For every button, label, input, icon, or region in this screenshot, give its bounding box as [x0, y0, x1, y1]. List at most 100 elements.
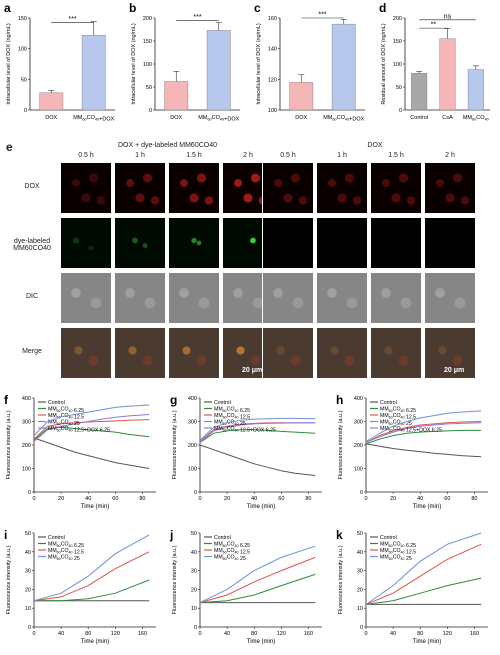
x-category-label: CsA: [442, 115, 453, 121]
legend-label: MM60CO40 12.5+DOX 6.25: [380, 426, 442, 433]
panel-letter-h: h: [336, 393, 343, 407]
micrograph-dye: [60, 217, 112, 269]
y-tick-label: 200: [143, 16, 152, 22]
legend-label: MM60CO40 6.25: [380, 542, 416, 549]
micrograph-dye: [316, 217, 368, 269]
micrograph-dox: [424, 162, 476, 214]
y-tick-label: 400: [188, 396, 197, 402]
y-tick-label: 160: [268, 16, 277, 22]
x-category-label: Control: [410, 115, 428, 121]
y-tick-label: 20: [25, 587, 31, 593]
panel-letter-i: i: [4, 528, 7, 542]
series-line: [33, 404, 150, 436]
x-category-label: DOX: [295, 115, 307, 121]
y-tick-label: 0: [360, 625, 363, 631]
x-tick-label: 80: [139, 496, 145, 502]
bar-panel-d: d Residual amount of DOX (ng/mL) 0 50 100 150…: [379, 1, 490, 121]
y-tick-label: 100: [393, 62, 402, 68]
y-tick-label: 50: [21, 77, 27, 83]
x-tick-label: 40: [417, 496, 423, 502]
series-line: [365, 543, 482, 605]
micrograph-dic: [424, 272, 476, 324]
x-tick-label: 0: [364, 631, 367, 637]
y-axis-label: Residual amount of DOX (ng/mL): [381, 23, 387, 104]
line-charts-bottom: i Fluorescence intensity (a.u.) 0 10 20 30 40 5…: [4, 528, 488, 645]
micrograph-merge: [424, 327, 476, 379]
micrograph-dic: [316, 272, 368, 324]
micrograph-dic: [114, 272, 166, 324]
y-tick-label: 10: [25, 606, 31, 612]
y-tick-label: 0: [149, 108, 152, 114]
y-tick-label: 30: [357, 569, 363, 575]
x-tick-label: 20: [58, 496, 64, 502]
panel-letter-c: c: [254, 1, 261, 15]
legend-label: Control: [380, 400, 397, 406]
y-tick-label: 300: [354, 420, 363, 426]
x-tick-label: 0: [198, 631, 201, 637]
x-tick-label: 40: [58, 631, 64, 637]
legend-label: MM60CO40 12.5+DOX 6.25: [214, 426, 276, 433]
micrograph-merge: [114, 327, 166, 379]
x-tick-label: 20: [390, 496, 396, 502]
legend-label: Control: [380, 535, 397, 541]
y-tick-label: 0: [360, 490, 363, 496]
series-line: [199, 556, 316, 604]
time-label: 1.5 h: [388, 152, 404, 159]
panel-letter-f: f: [4, 393, 9, 407]
y-tick-label: 100: [268, 108, 277, 114]
y-tick-label: 0: [399, 108, 402, 114]
time-label: 1.5 h: [186, 152, 202, 159]
x-tick-label: 160: [470, 631, 479, 637]
series-line: [199, 545, 316, 604]
bar-1: [439, 38, 456, 111]
bar-0: [164, 81, 189, 111]
bar-panel-c: c Intracellular level of DOX (ng/mL) 100 12…: [254, 1, 365, 122]
micrograph-dic: [168, 272, 220, 324]
micrograph-merge: [168, 327, 220, 379]
series-line: [365, 532, 482, 605]
legend-label: MM60CO40 12.5: [48, 548, 84, 555]
series-line: [33, 437, 150, 469]
series-line: [199, 429, 316, 444]
x-tick-label: 80: [251, 631, 257, 637]
legend-label: Control: [48, 400, 65, 406]
x-category-label: MM60CO40: [463, 115, 489, 121]
y-tick-label: 120: [268, 77, 277, 83]
x-tick-label: 20: [224, 496, 230, 502]
bar-panel-a: a Intracellular level of DOX (ng/mL) 0 50 10…: [4, 1, 115, 122]
panel-letter-j: j: [169, 528, 173, 542]
y-tick-label: 100: [354, 467, 363, 473]
bar-0: [411, 72, 428, 111]
series-line: [34, 579, 150, 602]
series-line: [365, 410, 482, 442]
micrograph-dic: [60, 272, 112, 324]
panel-letter-b: b: [129, 1, 136, 15]
legend-label: Control: [48, 535, 65, 541]
time-label: 0.5 h: [280, 152, 296, 159]
y-tick-label: 30: [191, 569, 197, 575]
bar-panel-b: b Intracellular level of DOX (ng/mL) 0 50 10…: [129, 1, 240, 122]
x-tick-label: 40: [251, 496, 257, 502]
series-line: [33, 414, 150, 442]
legend-label: MM60CO40 25: [48, 555, 80, 562]
y-axis-label: Intracellular level of DOX (ng/mL): [131, 23, 137, 104]
x-tick-label: 80: [417, 631, 423, 637]
y-tick-label: 150: [18, 16, 27, 22]
y-tick-label: 50: [357, 531, 363, 537]
line-panel-i: i Fluorescence intensity (a.u.) 0 10 20 30 40 5…: [4, 528, 156, 645]
y-tick-label: 140: [268, 47, 277, 53]
x-tick-label: 40: [224, 631, 230, 637]
series-line: [199, 422, 316, 443]
x-tick-label: 120: [443, 631, 452, 637]
y-tick-label: 200: [393, 16, 402, 22]
micrograph-dye: [370, 217, 422, 269]
y-tick-label: 50: [25, 531, 31, 537]
group-label-right: DOX: [367, 142, 383, 149]
y-tick-label: 0: [24, 108, 27, 114]
y-tick-label: 100: [188, 467, 197, 473]
panel-letter-g: g: [170, 393, 177, 407]
significance-label: **: [431, 22, 437, 29]
y-tick-label: 40: [191, 550, 197, 556]
